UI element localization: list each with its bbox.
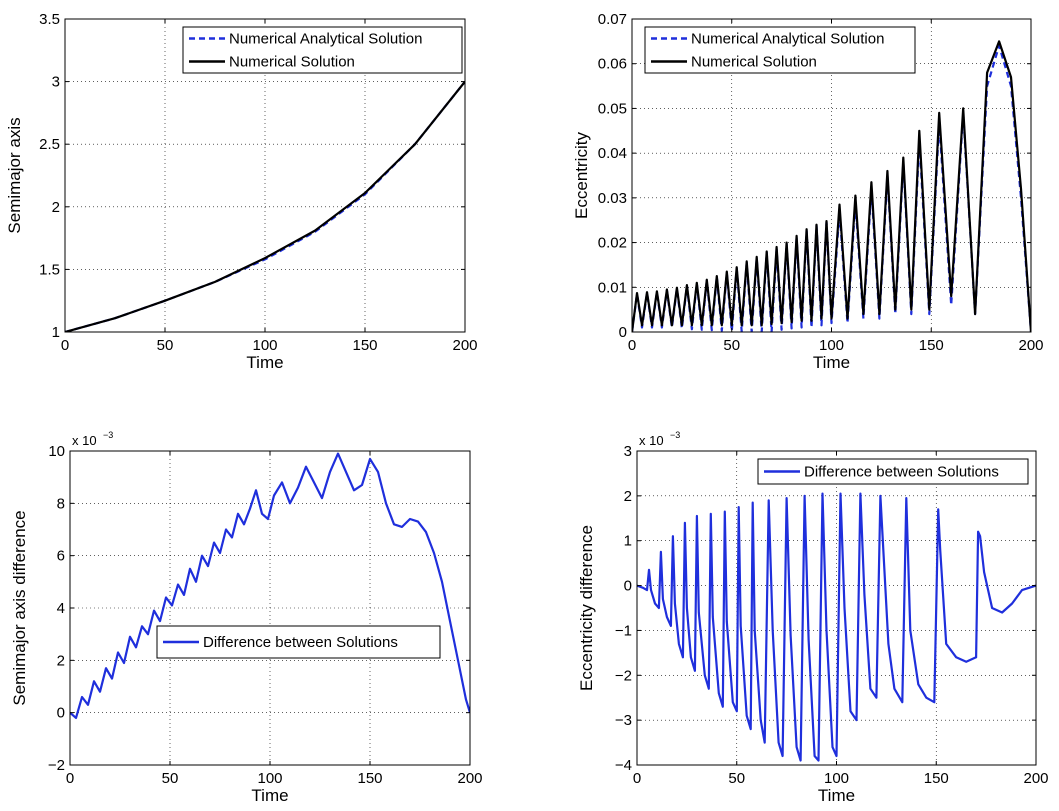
exponent-power: −3: [103, 430, 113, 440]
x-tick-label: 200: [457, 770, 482, 787]
y-tick-label: 2: [52, 199, 60, 216]
y-tick-label: −2: [615, 667, 632, 684]
x-axis-label: Time: [813, 353, 850, 372]
legend-label: Numerical Solution: [691, 54, 817, 71]
y-tick-label: 0.04: [598, 145, 627, 162]
series-line-2: [632, 40, 1031, 332]
legend-box: [156, 625, 441, 659]
legend-label: Numerical Analytical Solution: [691, 31, 884, 48]
x-tick-label: 200: [452, 337, 477, 354]
x-tick-label: 200: [1018, 337, 1043, 354]
series-line-1: [632, 44, 1031, 332]
series-line-1: [65, 80, 465, 332]
y-tick-label: 0.03: [598, 190, 627, 207]
y-axis-label: Eccentricity difference: [577, 525, 596, 691]
series-line-2: [65, 80, 465, 332]
x-tick-label: 0: [633, 770, 641, 787]
x-tick-label: 150: [919, 337, 944, 354]
x-tick-label: 100: [252, 337, 277, 354]
x-tick-label: 200: [1023, 770, 1048, 787]
y-tick-label: 3.5: [39, 11, 60, 28]
x-tick-label: 50: [728, 770, 745, 787]
x-tick-label: 0: [66, 770, 74, 787]
x-tick-label: 150: [357, 770, 382, 787]
y-tick-label: 4: [57, 600, 65, 617]
y-tick-label: 0: [57, 705, 65, 722]
legend: Difference between Solutions: [757, 458, 1029, 485]
y-axis-label: Semimajor axis difference: [10, 510, 29, 705]
legend-box: [644, 26, 916, 74]
y-tick-label: 10: [48, 443, 65, 460]
legend: Numerical Analytical Solution Numerical S…: [644, 26, 916, 74]
y-tick-label: 0: [619, 324, 627, 341]
legend-label: Difference between Solutions: [203, 634, 398, 651]
x-tick-label: 150: [352, 337, 377, 354]
x-tick-label: 100: [824, 770, 849, 787]
x-axis-label: Time: [251, 786, 288, 805]
exponent-power: −3: [670, 430, 680, 440]
y-tick-label: 3: [52, 74, 60, 91]
y-tick-label: 6: [57, 548, 65, 565]
legend-box: [757, 458, 1029, 485]
y-axis-label: Eccentricity: [572, 132, 591, 219]
legend: Difference between Solutions: [156, 625, 441, 659]
y-tick-label: −2: [48, 757, 65, 774]
y-tick-label: 2: [57, 652, 65, 669]
y-tick-label: 2: [624, 488, 632, 505]
y-tick-label: 0.07: [598, 11, 627, 28]
legend-label: Numerical Analytical Solution: [229, 31, 422, 48]
x-tick-label: 100: [819, 337, 844, 354]
series-line-1: [637, 492, 1036, 762]
x-tick-label: 50: [157, 337, 174, 354]
exponent-label: x 10: [639, 433, 664, 448]
x-tick-label: 0: [61, 337, 69, 354]
series-line-1: [70, 452, 470, 720]
y-tick-label: −1: [615, 622, 632, 639]
exponent-label: x 10: [72, 433, 97, 448]
x-axis-label: Time: [246, 353, 283, 372]
x-tick-label: 150: [924, 770, 949, 787]
y-tick-label: 0.01: [598, 279, 627, 296]
y-tick-label: 0.05: [598, 100, 627, 117]
chart-4: 0 50 100 150 200 −4 −3 −2 −1 0 1 2 3 x 10 −3 Time Eccent…: [577, 430, 1049, 805]
y-tick-label: 0.06: [598, 56, 627, 73]
x-tick-label: 50: [162, 770, 179, 787]
legend-box: [182, 26, 463, 74]
x-axis-label: Time: [818, 786, 855, 805]
legend-label: Numerical Solution: [229, 54, 355, 71]
x-tick-label: 100: [257, 770, 282, 787]
y-tick-label: 1: [624, 533, 632, 550]
y-tick-label: −4: [615, 757, 632, 774]
chart-2: 0 50 100 150 200 0 0.01 0.02 0.03 0.04 0.05 0.06 0.0…: [572, 11, 1044, 372]
x-tick-label: 50: [723, 337, 740, 354]
y-tick-label: 1.5: [39, 261, 60, 278]
y-tick-label: −3: [615, 712, 632, 729]
y-tick-label: 1: [52, 324, 60, 341]
x-tick-label: 0: [628, 337, 636, 354]
y-tick-label: 2.5: [39, 136, 60, 153]
y-tick-label: 0: [624, 578, 632, 595]
chart-1: 0 50 100 150 200 1 1.5 2 2.5 3 3.5 Time Semimajor ax…: [5, 11, 478, 372]
legend: Numerical Analytical Solution Numerical S…: [182, 26, 463, 74]
y-tick-label: 3: [624, 443, 632, 460]
legend-label: Difference between Solutions: [804, 464, 999, 481]
y-tick-label: 8: [57, 495, 65, 512]
y-tick-label: 0.02: [598, 235, 627, 252]
y-axis-label: Semimajor axis: [5, 117, 24, 233]
